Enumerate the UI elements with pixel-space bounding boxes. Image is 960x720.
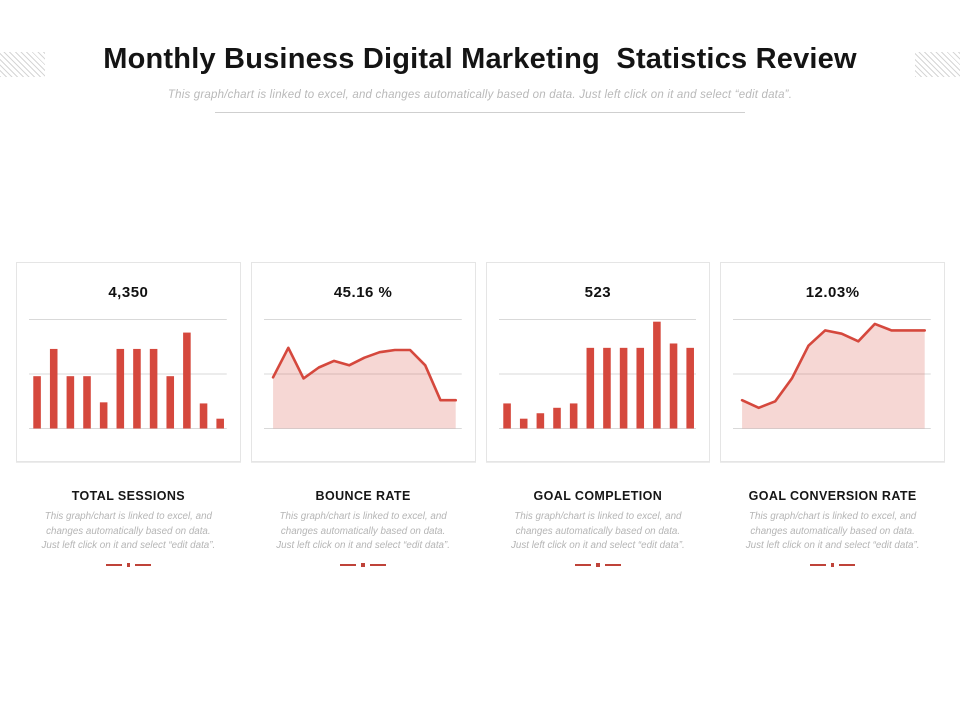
ornament-dot [126,563,131,567]
label-block-total-sessions: TOTAL SESSIONS This graph/chart is linke… [16,489,241,567]
divider-ornament [251,563,476,567]
kpi-card-goal-completion: 523 [485,262,711,462]
card-caption: This graph/chart is linked to excel, and… [276,511,450,552]
goal-conversion-rate-area-chart[interactable] [733,318,931,430]
card-label: GOAL COMPLETION [533,489,663,503]
label-block-goal-conversion-rate: GOAL CONVERSION RATE This graph/chart is… [720,489,945,567]
header-divider [215,112,745,113]
right-stripe-decoration [915,52,960,77]
kpi-value: 12.03% [805,284,860,301]
card-caption: This graph/chart is linked to excel, and… [41,511,216,552]
ornament-line [604,563,621,566]
kpi-value: 4,350 [108,284,149,301]
card-labels-row: TOTAL SESSIONS This graph/chart is linke… [16,489,945,567]
card-label: BOUNCE RATE [315,489,411,503]
kpi-value: 45.16 % [333,284,393,301]
total-sessions-bar-chart[interactable] [29,318,227,430]
card-caption: This graph/chart is linked to excel, and… [511,511,685,552]
card-caption: This graph/chart is linked to excel, and… [745,511,920,552]
ornament-line [575,563,592,566]
ornament-line [839,563,856,566]
kpi-value: 523 [584,284,612,301]
kpi-card-bounce-rate: 45.16 % [250,262,476,462]
kpi-card-total-sessions: 4,350 [16,262,241,462]
ornament-dot [361,563,365,567]
ornament-line [135,563,152,566]
ornament-line [809,563,826,566]
card-label: TOTAL SESSIONS [71,489,185,503]
bounce-rate-area-chart[interactable] [263,318,462,430]
card-label: GOAL CONVERSION RATE [748,489,917,503]
ornament-dot [830,563,835,567]
label-block-bounce-rate: BOUNCE RATE This graph/chart is linked t… [251,489,476,567]
divider-ornament [486,563,711,567]
ornament-dot [596,563,600,567]
ornament-line [340,563,357,566]
ornament-line [105,563,122,566]
ornament-line [369,563,386,566]
left-stripe-decoration [0,52,45,77]
divider-ornament [16,563,241,567]
page-subtitle: This graph/chart is linked to excel, and… [167,89,793,101]
goal-completion-bar-chart[interactable] [498,318,697,430]
label-block-goal-completion: GOAL COMPLETION This graph/chart is link… [486,489,711,567]
page-title: Monthly Business Digital Marketing Stati… [103,43,857,75]
kpi-card-goal-conversion-rate: 12.03% [720,262,945,462]
kpi-cards-row: 4,350 45.16 % 523 12.03% [16,262,945,462]
divider-ornament [720,563,945,567]
